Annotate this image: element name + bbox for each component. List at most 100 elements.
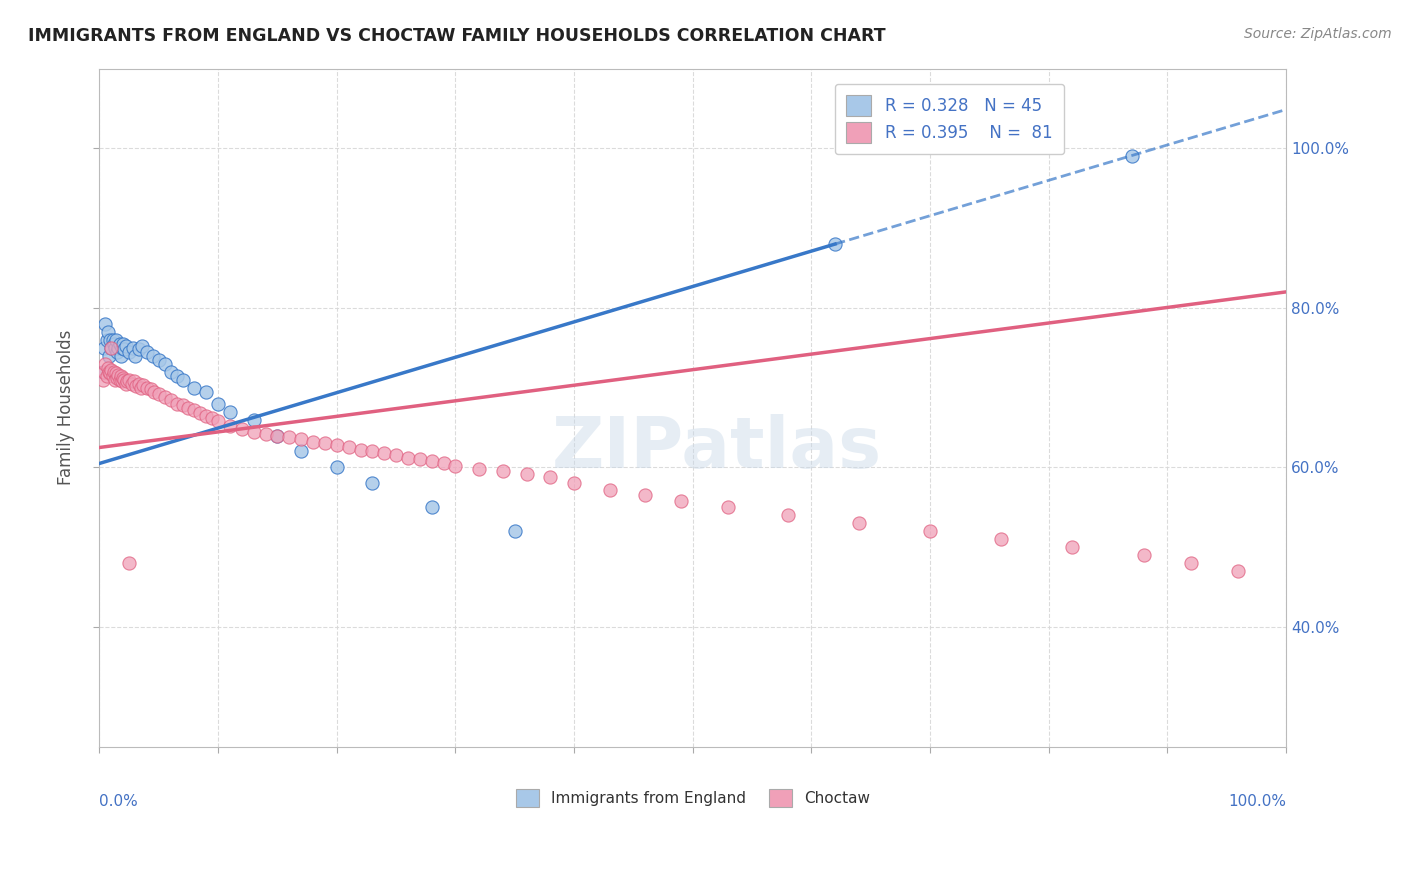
Point (599, 483, 621, 497)
Point (1132, 548, 1154, 562)
Point (153, 357, 176, 371)
Point (98, 366, 121, 380)
Point (195, 409, 218, 423)
Point (91, 373, 114, 387)
Point (136, 344, 159, 359)
Point (159, 365, 181, 379)
Point (148, 352, 170, 367)
Point (918, 524, 941, 539)
Point (104, 341, 127, 355)
Point (396, 450, 419, 465)
Point (136, 381, 159, 395)
Point (129, 381, 152, 395)
Point (207, 414, 229, 428)
Point (290, 444, 312, 458)
Point (201, 411, 224, 425)
Point (122, 374, 145, 388)
Text: IMMIGRANTS FROM ENGLAND VS CHOCTAW FAMILY HOUSEHOLDS CORRELATION CHART: IMMIGRANTS FROM ENGLAND VS CHOCTAW FAMIL… (28, 27, 886, 45)
Point (112, 373, 135, 387)
Point (110, 369, 132, 384)
Point (278, 430, 301, 444)
Point (172, 373, 194, 387)
Point (124, 349, 146, 363)
Point (114, 339, 136, 353)
Point (219, 404, 242, 418)
Point (121, 341, 143, 355)
Point (349, 442, 371, 457)
Point (1121, 149, 1143, 163)
Point (100, 341, 122, 355)
Point (96, 368, 118, 383)
Point (132, 378, 155, 392)
Y-axis label: Family Households: Family Households (58, 330, 75, 485)
Point (159, 392, 181, 407)
Point (207, 396, 229, 410)
Point (100, 341, 122, 355)
Point (219, 419, 242, 434)
Point (177, 401, 200, 415)
Point (94, 357, 117, 371)
Point (538, 470, 561, 484)
Point (824, 237, 846, 252)
Point (776, 508, 799, 523)
Point (121, 376, 143, 391)
Point (139, 382, 162, 396)
Point (242, 412, 264, 426)
Point (105, 333, 128, 347)
Point (337, 441, 360, 455)
Point (128, 376, 150, 391)
Text: 100.0%: 100.0% (1227, 794, 1286, 809)
Legend: Immigrants from England, Choctaw: Immigrants from England, Choctaw (509, 783, 876, 814)
Point (562, 476, 585, 491)
Point (166, 368, 188, 383)
Point (112, 343, 135, 357)
Point (420, 500, 443, 515)
Point (94, 317, 117, 331)
Point (188, 406, 211, 420)
Point (98, 349, 121, 363)
Point (669, 494, 692, 508)
Point (115, 374, 138, 388)
Point (409, 452, 432, 467)
Point (266, 428, 288, 442)
Point (361, 444, 384, 458)
Point (118, 556, 141, 570)
Point (166, 396, 188, 410)
Point (118, 344, 141, 359)
Point (503, 524, 526, 539)
Point (100, 363, 122, 377)
Point (361, 476, 384, 491)
Point (326, 438, 349, 452)
Point (110, 349, 132, 363)
Point (290, 433, 312, 447)
Point (98, 365, 121, 379)
Point (107, 341, 129, 355)
Point (98, 333, 121, 347)
Text: Source: ZipAtlas.com: Source: ZipAtlas.com (1244, 27, 1392, 41)
Point (717, 500, 740, 515)
Point (492, 464, 515, 478)
Point (128, 343, 150, 357)
Point (103, 336, 125, 351)
Point (105, 371, 128, 385)
Point (111, 341, 134, 355)
Point (97, 360, 120, 375)
Point (172, 398, 194, 412)
Point (96, 333, 118, 347)
Point (118, 373, 141, 387)
Point (242, 425, 264, 439)
Point (1062, 540, 1084, 554)
Point (153, 390, 176, 404)
Point (108, 373, 131, 387)
Point (105, 344, 128, 359)
Point (131, 339, 153, 353)
Point (231, 422, 253, 436)
Point (1180, 556, 1202, 570)
Point (195, 384, 218, 399)
Point (990, 533, 1012, 547)
Point (101, 333, 124, 347)
Point (103, 365, 125, 379)
Point (373, 446, 395, 460)
Point (125, 379, 148, 393)
Text: 0.0%: 0.0% (100, 794, 138, 809)
